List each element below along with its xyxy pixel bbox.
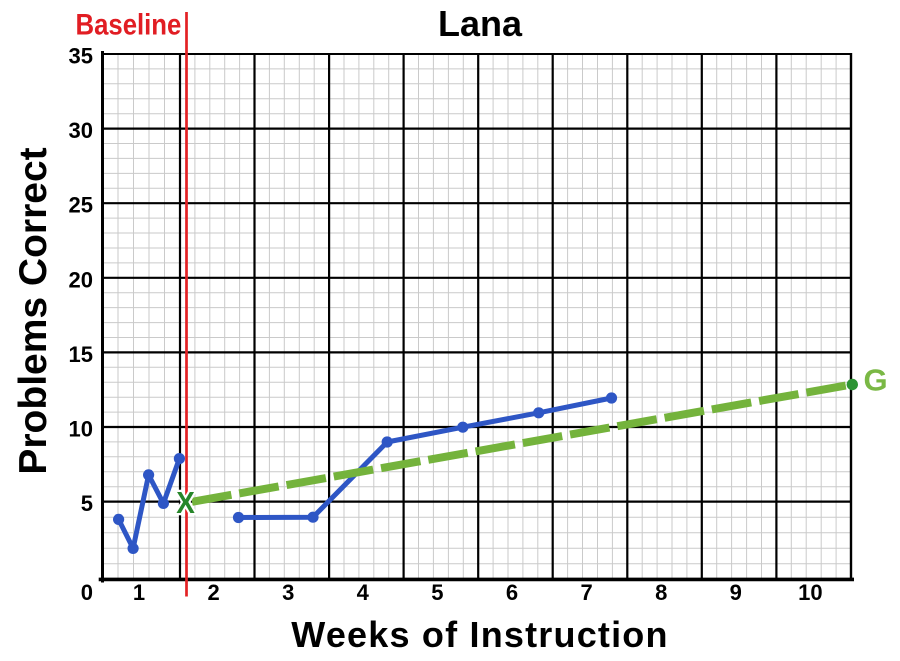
svg-text:Weeks of Instruction: Weeks of Instruction [291, 614, 668, 655]
svg-text:Baseline: Baseline [76, 8, 182, 41]
svg-text:10: 10 [798, 580, 822, 605]
svg-text:35: 35 [69, 44, 93, 69]
svg-text:30: 30 [69, 118, 93, 143]
svg-text:3: 3 [282, 580, 294, 605]
svg-text:1: 1 [133, 580, 145, 605]
svg-text:Problems Correct: Problems Correct [12, 147, 55, 474]
svg-text:4: 4 [357, 580, 370, 605]
svg-text:7: 7 [580, 580, 592, 605]
svg-text:Lana: Lana [438, 3, 523, 44]
svg-text:X: X [176, 486, 195, 521]
svg-text:2: 2 [207, 580, 219, 605]
svg-text:25: 25 [69, 193, 93, 218]
svg-text:5: 5 [81, 491, 93, 516]
svg-text:G: G [863, 363, 887, 398]
svg-text:8: 8 [655, 580, 667, 605]
svg-text:20: 20 [69, 267, 93, 292]
svg-text:15: 15 [69, 342, 93, 367]
svg-text:5: 5 [431, 580, 443, 605]
svg-text:6: 6 [506, 580, 518, 605]
svg-text:10: 10 [69, 417, 93, 442]
svg-text:0: 0 [81, 580, 93, 605]
svg-text:9: 9 [730, 580, 742, 605]
